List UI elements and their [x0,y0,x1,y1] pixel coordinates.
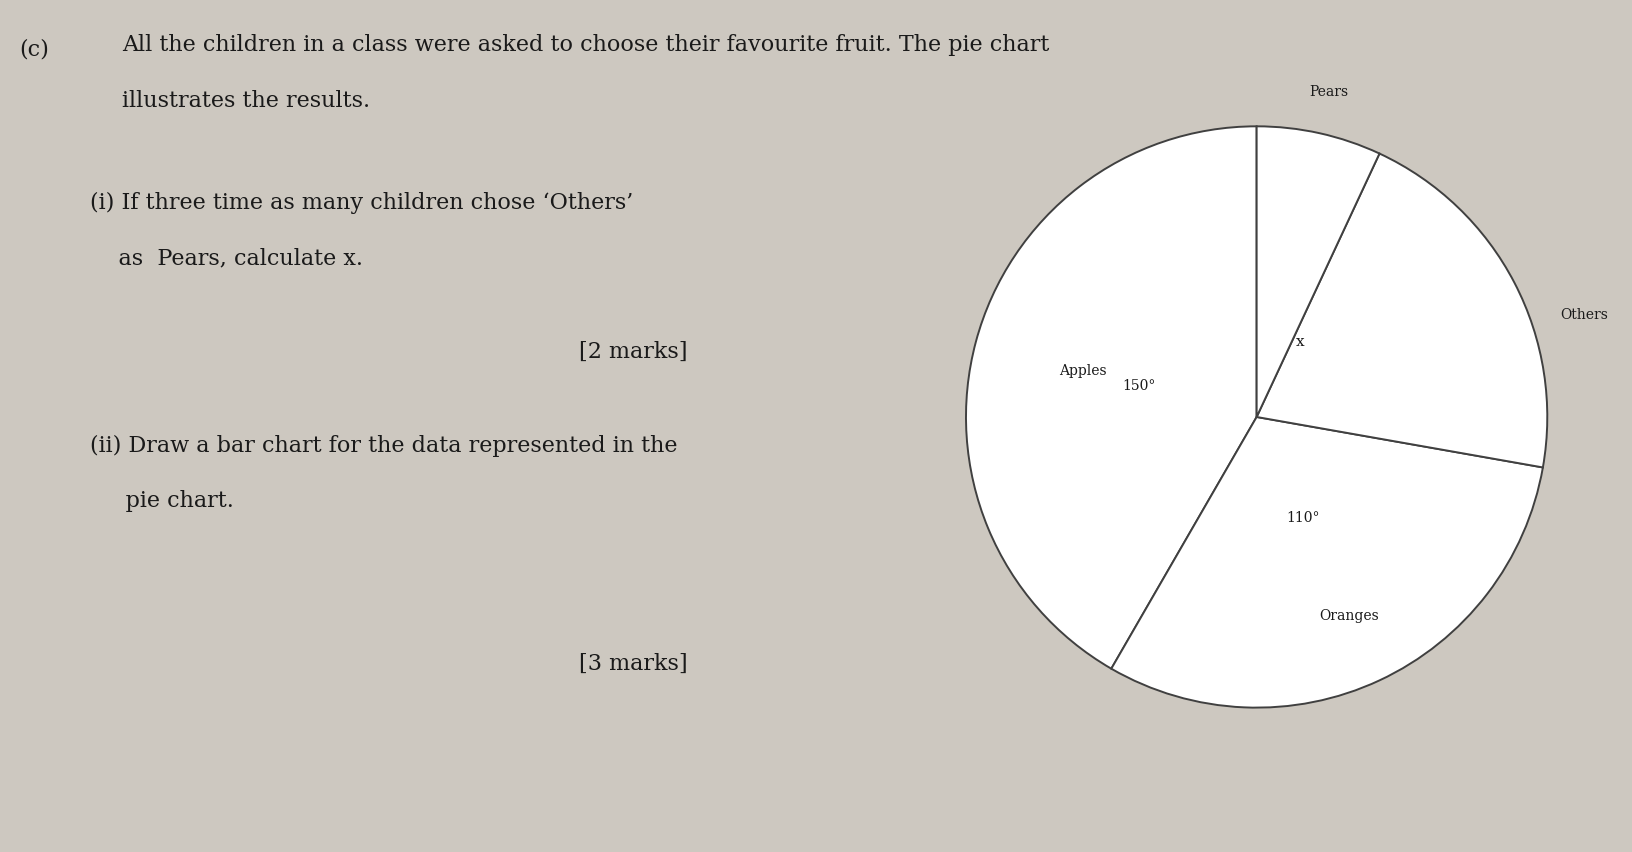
Text: [3 marks]: [3 marks] [579,652,689,674]
Wedge shape [1111,417,1542,708]
Text: x: x [1296,335,1304,349]
Text: Pears: Pears [1309,84,1348,99]
Text: All the children in a class were asked to choose their favourite fruit. The pie : All the children in a class were asked t… [122,34,1049,56]
Text: illustrates the results.: illustrates the results. [122,89,370,112]
Text: (c): (c) [20,38,49,60]
Text: 110°: 110° [1286,510,1320,525]
Wedge shape [1257,154,1547,468]
Text: Apples: Apples [1059,364,1106,378]
Text: Oranges: Oranges [1319,607,1379,622]
Text: as  Pears, calculate x.: as Pears, calculate x. [90,247,362,269]
Text: pie chart.: pie chart. [90,490,233,512]
Text: [2 marks]: [2 marks] [579,341,687,363]
Wedge shape [966,127,1257,669]
Wedge shape [1257,127,1379,417]
Text: Others: Others [1560,308,1608,321]
Text: (i) If three time as many children chose ‘Others’: (i) If three time as many children chose… [90,192,633,214]
Text: (ii) Draw a bar chart for the data represented in the: (ii) Draw a bar chart for the data repre… [90,435,677,457]
Text: 150°: 150° [1123,379,1155,393]
